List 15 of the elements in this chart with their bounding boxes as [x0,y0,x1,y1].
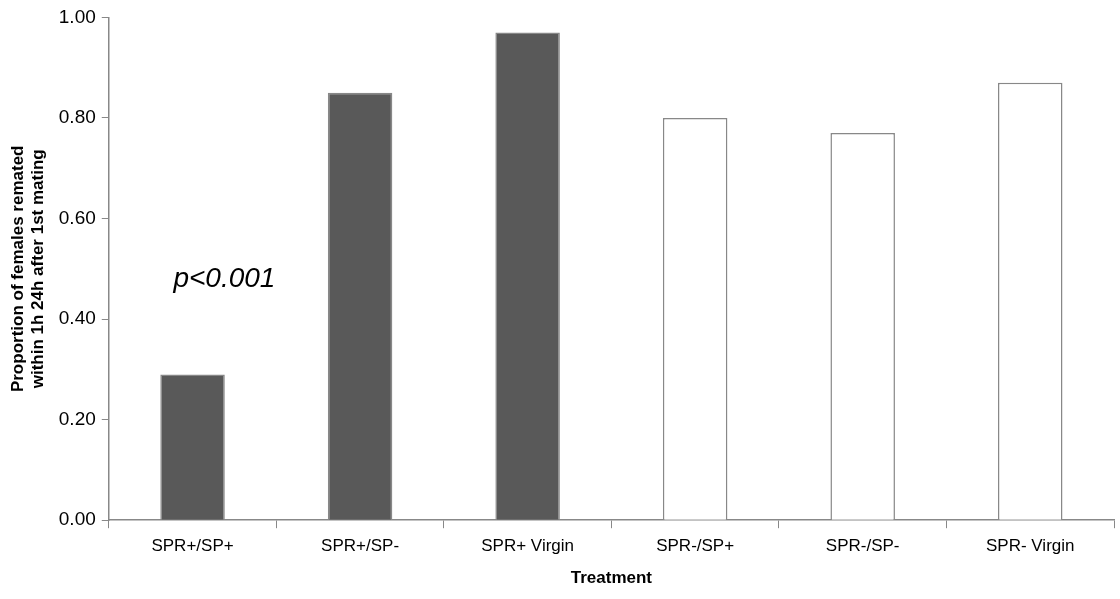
x-tick-label: SPR+/SP+ [151,536,234,556]
y-tick-label: 0.20 [58,407,96,429]
y-tick-label: 0.00 [58,508,96,530]
y-tick-label: 0.60 [58,206,96,228]
annotation: p<0.001 [172,261,276,293]
y-tick-label: 0.40 [58,307,96,329]
x-axis-title: Treatment [570,568,653,588]
x-tick-label: SPR-/SP+ [656,536,735,556]
y-tick-label: 1.00 [58,5,96,27]
y-tick-label: 0.80 [58,106,96,128]
x-tick-label: SPR+/SP- [321,536,400,556]
x-tick-label: SPR+ Virgin [481,536,574,556]
x-tick-label: SPR-/SP- [825,536,900,556]
y-axis-title: Proportion of females remated within 1h 24h after 1st mating [7,145,48,393]
x-tick-label: SPR- Virgin [985,536,1075,556]
